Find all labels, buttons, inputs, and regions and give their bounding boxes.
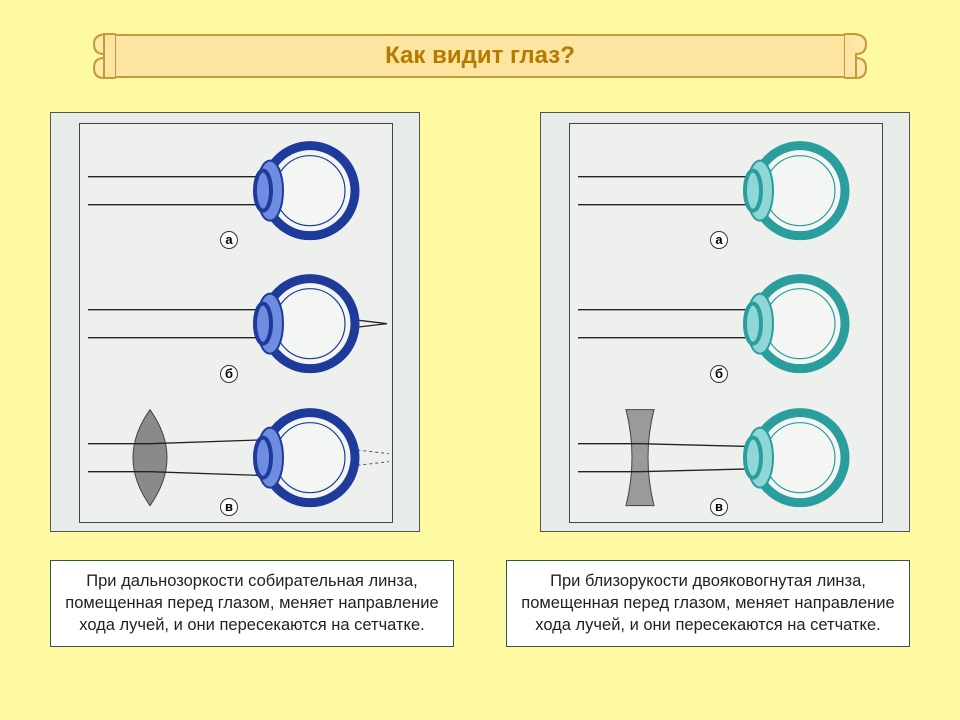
eye-row: б [80,257,392,390]
scroll-left-icon [80,28,116,84]
panel-myopia: а б в [540,112,910,532]
row-label: б [220,365,238,383]
row-label: в [710,498,728,516]
title-text: Как видит глаз? [116,34,844,78]
scroll-right-icon [844,28,880,84]
panel-hyperopia: а б в [50,112,420,532]
eye-row: в [570,391,882,524]
caption-hyperopia: При дальнозоркости собирательная линза, … [50,560,454,647]
slide: Как видит глаз? а б в а б в При дальнозоркос… [0,0,960,720]
eye-row: а [80,124,392,257]
diagram-row: а б в а б в [50,112,910,532]
eye-row: в [80,391,392,524]
title-banner: Как видит глаз? [80,28,880,84]
eye-row: б [570,257,882,390]
row-label: в [220,498,238,516]
panel-frame: а б в [79,123,393,523]
caption-row: При дальнозоркости собирательная линза, … [50,560,910,647]
caption-myopia: При близорукости двояковогнутая линза, п… [506,560,910,647]
row-label: б [710,365,728,383]
eye-row: а [570,124,882,257]
panel-frame: а б в [569,123,883,523]
